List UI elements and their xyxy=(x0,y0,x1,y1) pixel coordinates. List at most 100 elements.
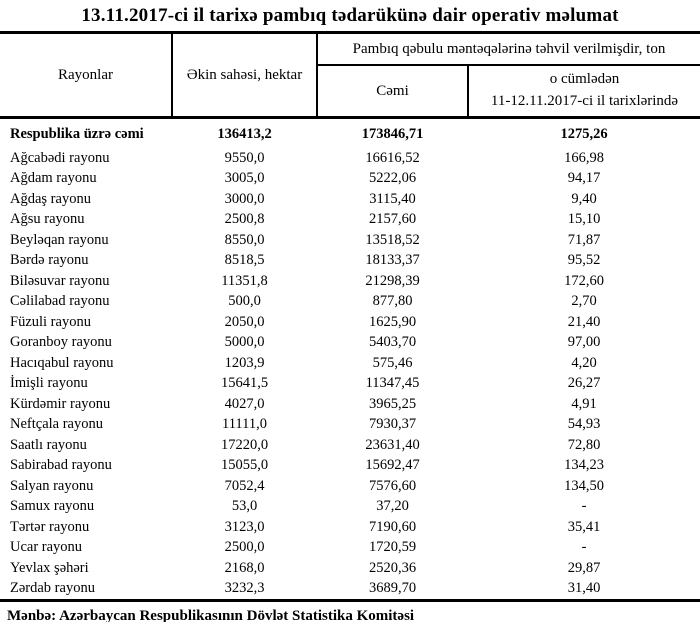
delivered-recent-cell: 166,98 xyxy=(564,149,604,166)
table-row: Beyləqan rayonu 8550,0 13518,52 71,87 xyxy=(0,230,700,251)
table-row: Zərdab rayonu 3232,3 3689,70 31,40 xyxy=(0,578,700,602)
table-row: Tərtər rayonu 3123,0 7190,60 35,41 xyxy=(0,517,700,538)
delivered-recent-cell: 29,87 xyxy=(567,559,601,576)
table-row: Kürdəmir rayonu 4027,0 3965,25 4,91 xyxy=(0,394,700,415)
sown-area-cell: 8550,0 xyxy=(224,231,265,248)
header-recent-line2: 11-12.11.2017-ci il tarixlərində xyxy=(490,93,679,109)
sown-area-cell: 4027,0 xyxy=(224,395,265,412)
delivered-total-cell: 3689,70 xyxy=(317,578,468,602)
table-row: Yevlax şəhəri 2168,0 2520,36 29,87 xyxy=(0,558,700,579)
delivered-recent-cell: 134,23 xyxy=(564,457,604,473)
delivered-total-cell: 15692,47 xyxy=(365,457,420,473)
sown-area-cell: 5000,0 xyxy=(224,334,265,350)
region-cell: Salyan rayonu xyxy=(10,477,94,494)
table-row: Goranboy rayonu 5000,0 5403,70 97,00 xyxy=(0,332,700,353)
region-cell: Zərdab rayonu xyxy=(0,578,172,602)
delivered-recent-cell: 95,52 xyxy=(567,252,601,268)
sown-area-cell: 15641,5 xyxy=(220,375,269,391)
region-cell: Neftçala rayonu xyxy=(10,416,103,432)
table-row: Ağdaş rayonu 3000,0 3115,40 9,40 xyxy=(0,189,700,210)
delivered-total-cell: 16616,52 xyxy=(365,149,420,166)
delivered-recent-cell: - xyxy=(581,539,587,555)
region-cell: Tərtər rayonu xyxy=(10,518,90,535)
delivered-total-cell: 23631,40 xyxy=(365,436,420,453)
table-row: Ucar rayonu 2500,0 1720,59 - xyxy=(0,537,700,558)
region-cell: Ağsu rayonu xyxy=(10,211,85,227)
sown-area-cell: 1203,9 xyxy=(224,354,265,371)
table-row: Samux rayonu 53,0 37,20 - xyxy=(0,496,700,517)
region-cell: Ağdaş rayonu xyxy=(10,190,91,207)
header-recent-dates: o cümlədən 11-12.11.2017-ci il tarixləri… xyxy=(468,65,700,118)
delivered-recent-cell: 4,20 xyxy=(571,354,597,371)
region-cell: Cəlilabad rayonu xyxy=(10,293,110,309)
page-title: 13.11.2017-ci il tarixə pambıq tədarükün… xyxy=(81,5,619,26)
delivered-recent-cell: - xyxy=(581,498,587,514)
region-cell: Hacıqabul rayonu xyxy=(10,354,114,371)
table-row: Füzuli rayonu 2050,0 1625,90 21,40 xyxy=(0,312,700,333)
delivered-recent-cell: 54,93 xyxy=(567,416,601,432)
delivered-total-cell: 575,46 xyxy=(372,354,413,371)
sown-area-cell: 11111,0 xyxy=(222,416,267,432)
delivered-total-cell: 7576,60 xyxy=(368,477,417,494)
region-cell: Samux rayonu xyxy=(10,498,95,514)
delivered-recent-cell: 172,60 xyxy=(564,272,604,289)
table-row: Ağsu rayonu 2500,8 2157,60 15,10 xyxy=(0,209,700,230)
region-cell: Bərdə rayonu xyxy=(10,252,89,268)
region-cell: Biləsuvar rayonu xyxy=(10,272,110,289)
delivered-total-cell: 877,80 xyxy=(372,293,413,309)
delivered-recent-cell: 21,40 xyxy=(567,313,601,330)
delivered-recent-cell: 71,87 xyxy=(567,231,601,248)
delivered-total-cell: 7930,37 xyxy=(368,416,417,432)
table-row: Cəlilabad rayonu 500,0 877,80 2,70 xyxy=(0,291,700,312)
delivered-recent-cell: 9,40 xyxy=(571,190,597,207)
delivered-total-cell: 3115,40 xyxy=(369,190,416,207)
header-sown-area: Əkin sahəsi, hektar xyxy=(172,32,318,118)
region-cell: Ağcabədi rayonu xyxy=(10,149,110,166)
region-cell: Ağdam rayonu xyxy=(10,170,97,186)
table-row: Respublika üzrə cəmi 136413,2 173846,71 … xyxy=(0,116,700,148)
table-body: Respublika üzrə cəmi 136413,2 173846,71 … xyxy=(0,116,700,602)
header-regions: Rayonlar xyxy=(0,32,173,118)
region-cell: Yevlax şəhəri xyxy=(10,559,89,576)
sown-area-cell: 2050,0 xyxy=(224,313,265,330)
delivered-total-cell: 1625,90 xyxy=(368,313,417,330)
delivered-recent-cell: 26,27 xyxy=(567,375,601,391)
sown-area-cell: 136413,2 xyxy=(172,116,317,148)
sown-area-cell: 8518,5 xyxy=(224,252,265,268)
delivered-total-cell: 173846,71 xyxy=(317,116,468,148)
delivered-total-cell: 3965,25 xyxy=(368,395,417,412)
sown-area-cell: 11351,8 xyxy=(221,272,268,289)
delivered-recent-cell: 2,70 xyxy=(571,293,597,309)
delivered-total-cell: 13518,52 xyxy=(365,231,420,248)
sown-area-cell: 17220,0 xyxy=(220,436,269,453)
sown-area-cell: 2500,0 xyxy=(224,539,265,555)
cotton-procurement-table: Rayonlar Əkin sahəsi, hektar Pambıq qəbu… xyxy=(0,31,700,602)
delivered-total-cell: 2520,36 xyxy=(368,559,417,576)
table-row: İmişli rayonu 15641,5 11347,45 26,27 xyxy=(0,373,700,394)
sown-area-cell: 9550,0 xyxy=(224,149,265,166)
delivered-total-cell: 11347,45 xyxy=(365,375,420,391)
delivered-recent-cell: 4,91 xyxy=(571,395,597,412)
header-total: Cəmi xyxy=(317,65,469,118)
table-row: Biləsuvar rayonu 11351,8 21298,39 172,60 xyxy=(0,271,700,292)
sown-area-cell: 2500,8 xyxy=(224,211,265,227)
sown-area-cell: 2168,0 xyxy=(224,559,265,576)
sown-area-cell: 15055,0 xyxy=(220,457,269,473)
region-cell: Füzuli rayonu xyxy=(10,313,91,330)
table-row: Bərdə rayonu 8518,5 18133,37 95,52 xyxy=(0,250,700,271)
sown-area-cell: 3005,0 xyxy=(224,170,265,186)
delivered-recent-cell: 97,00 xyxy=(567,334,601,350)
delivered-total-cell: 37,20 xyxy=(376,498,409,514)
delivered-recent-cell: 31,40 xyxy=(468,578,700,602)
region-cell: Kürdəmir rayonu xyxy=(10,395,111,412)
delivered-total-cell: 5222,06 xyxy=(368,170,417,186)
delivered-recent-cell: 15,10 xyxy=(567,211,601,227)
source-note: Mənbə: Azərbaycan Respublikasının Dövlət… xyxy=(7,607,415,622)
table-header: Rayonlar Əkin sahəsi, hektar Pambıq qəbu… xyxy=(0,32,700,118)
delivered-total-cell: 2157,60 xyxy=(368,211,417,227)
sown-area-cell: 3000,0 xyxy=(224,190,265,207)
header-recent-line1: o cümlədən xyxy=(549,71,620,88)
table-row: Neftçala rayonu 11111,0 7930,37 54,93 xyxy=(0,414,700,435)
table-row: Ağcabədi rayonu 9550,0 16616,52 166,98 xyxy=(0,148,700,169)
